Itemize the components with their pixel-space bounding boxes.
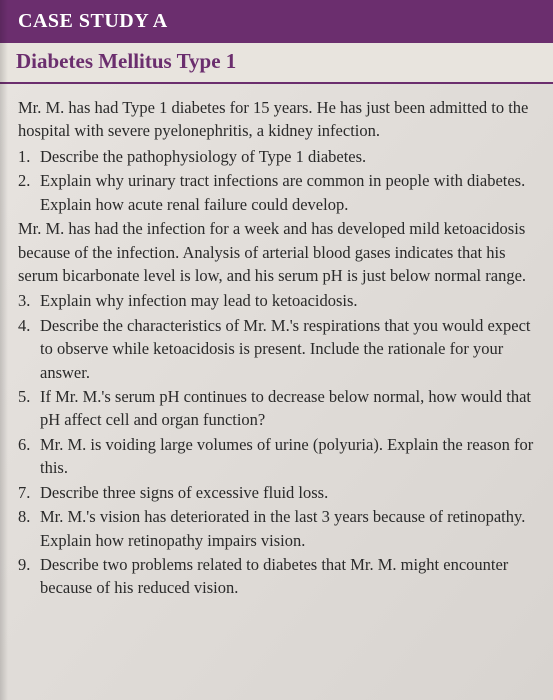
question-1: 1. Describe the pathophysiology of Type … [18,145,539,168]
question-text: Explain why infection may lead to ketoac… [40,289,539,312]
question-3: 3. Explain why infection may lead to ket… [18,289,539,312]
case-study-header: CASE STUDY A [0,0,553,41]
question-7: 7. Describe three signs of excessive flu… [18,481,539,504]
question-4: 4. Describe the characteristics of Mr. M… [18,314,539,384]
intro-paragraph-2: Mr. M. has had the infection for a week … [18,217,539,287]
question-2: 2. Explain why urinary tract infections … [18,169,539,216]
question-5: 5. If Mr. M.'s serum pH continues to dec… [18,385,539,432]
question-number: 1. [18,145,40,168]
question-text: Describe two problems related to diabete… [40,553,539,600]
question-number: 6. [18,433,40,480]
case-study-title: Diabetes Mellitus Type 1 [0,41,553,84]
question-text: Mr. M. is voiding large volumes of urine… [40,433,539,480]
question-number: 3. [18,289,40,312]
question-6: 6. Mr. M. is voiding large volumes of ur… [18,433,539,480]
intro-paragraph-1: Mr. M. has had Type 1 diabetes for 15 ye… [18,96,539,143]
case-study-page: CASE STUDY A Diabetes Mellitus Type 1 Mr… [0,0,553,700]
question-number: 4. [18,314,40,384]
question-text: Describe the characteristics of Mr. M.'s… [40,314,539,384]
question-text: Explain why urinary tract infections are… [40,169,539,216]
question-number: 7. [18,481,40,504]
question-number: 5. [18,385,40,432]
question-number: 9. [18,553,40,600]
question-text: If Mr. M.'s serum pH continues to decrea… [40,385,539,432]
question-text: Describe three signs of excessive fluid … [40,481,539,504]
question-number: 8. [18,505,40,552]
case-study-body: Mr. M. has had Type 1 diabetes for 15 ye… [0,84,553,613]
question-8: 8. Mr. M.'s vision has deteriorated in t… [18,505,539,552]
question-text: Describe the pathophysiology of Type 1 d… [40,145,539,168]
question-text: Mr. M.'s vision has deteriorated in the … [40,505,539,552]
page-edge-shadow [0,0,8,700]
question-number: 2. [18,169,40,216]
question-9: 9. Describe two problems related to diab… [18,553,539,600]
